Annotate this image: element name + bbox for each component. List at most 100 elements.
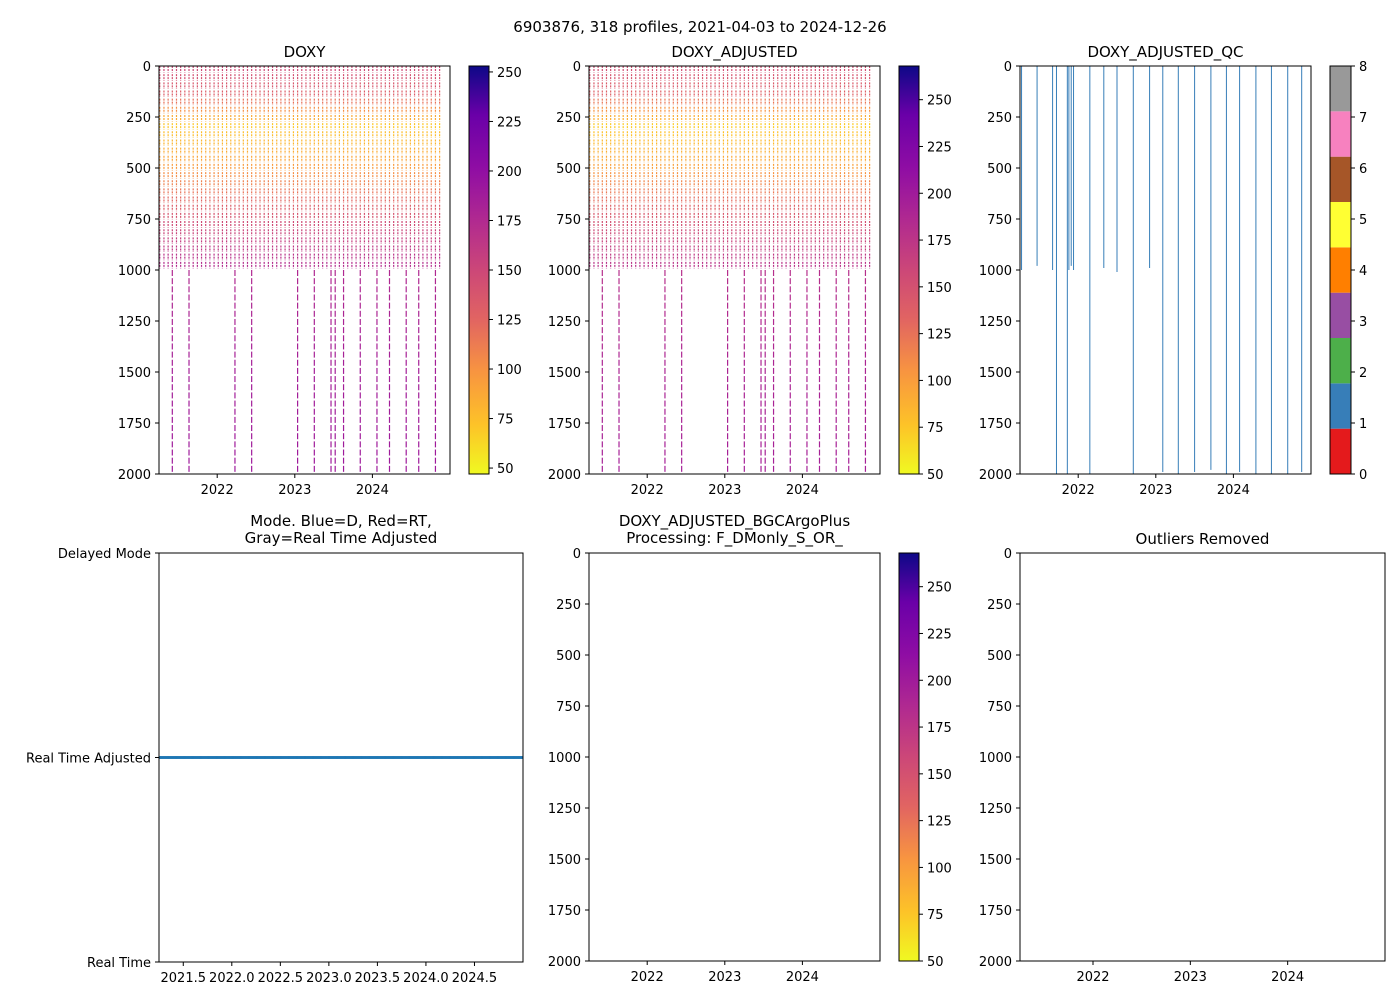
mode-point [276,756,279,759]
colorbar-tick-label: 250 [497,66,522,81]
colorbar-gradient [899,66,919,474]
mode-point [389,756,392,759]
mode-point [431,756,434,759]
mode-point [506,756,509,759]
mode-point [378,756,381,759]
chart-title: DOXY_ADJUSTED_BGCArgoPlus [619,512,850,531]
plot-area [1021,66,1303,474]
mode-point [340,756,343,759]
colorbar-class-0 [1330,428,1351,474]
mode-point [394,756,397,759]
mode-point [278,756,281,759]
mode-point [277,756,280,759]
mode-point [323,756,326,759]
y-tick-label: 1500 [118,366,151,381]
mode-point [182,756,185,759]
mode-point [166,756,169,759]
mode-point [420,756,423,759]
x-tick-label: 2024.5 [452,971,498,986]
mode-point [161,756,164,759]
x-tick-label: 2022 [631,483,664,498]
mode-point [405,756,408,759]
mode-point [227,756,230,759]
mode-point [465,756,468,759]
mode-point [497,756,500,759]
mode-point [180,756,183,759]
mode-point [209,756,212,759]
mode-point [359,756,362,759]
mode-point [289,756,292,759]
axes-frame [1019,552,1386,962]
mode-point [325,756,328,759]
mode-point [253,756,256,759]
mode-point [204,756,207,759]
mode-point [439,756,442,759]
y-category-label: Real Time [87,956,151,971]
mode-point [367,756,370,759]
colorbar-tick-label: 50 [927,955,944,970]
mode-point [455,756,458,759]
mode-point [217,756,220,759]
mode-point [312,756,315,759]
mode-point [363,756,366,759]
mode-point [449,756,452,759]
colorbar-frame [898,65,920,475]
colorbar-tick-label: 3 [1359,315,1367,330]
mode-point [328,756,331,759]
mode-point [426,756,429,759]
mode-point [245,756,248,759]
mode-point [414,756,417,759]
mode-point [251,756,254,759]
colorbar-tick-label: 75 [927,421,944,436]
chart-title: DOXY [284,43,327,61]
colorbar-tick-label: 5 [1359,213,1367,228]
mode-point [162,756,165,759]
mode-point [509,756,512,759]
mode-point [481,756,484,759]
x-tick-label: 2021.5 [161,971,207,986]
x-tick-label: 2024 [1217,483,1250,498]
mode-point [415,756,418,759]
mode-point [259,756,262,759]
mode-point [235,756,238,759]
mode-point [298,756,301,759]
mode-point [297,756,300,759]
colorbar-tick-label: 125 [497,314,522,329]
mode-point [398,756,401,759]
y-tick-label: 0 [573,60,581,75]
mode-point [222,756,225,759]
colorbar-tick-label: 250 [927,581,952,596]
y-tick-label: 500 [987,162,1012,177]
mode-point [306,756,309,759]
y-tick-label: 1000 [548,264,581,279]
mode-point [404,756,407,759]
y-tick-label: 0 [1004,60,1012,75]
mode-point [230,756,233,759]
colorbar-tick-label: 6 [1359,162,1367,177]
mode-point [375,756,378,759]
mode-point [285,756,288,759]
y-tick-label: 2000 [548,468,581,483]
chart-title-line2: Gray=Real Time Adjusted [245,529,438,547]
colorbar-tick-label: 4 [1359,264,1367,279]
chart-title: DOXY_ADJUSTED_QC [1087,43,1243,62]
mode-point [339,756,342,759]
y-tick-label: 1250 [979,802,1012,817]
mode-point [244,756,247,759]
mode-point [396,756,399,759]
mode-point [395,756,398,759]
mode-point [188,756,191,759]
mode-point [234,756,237,759]
colorbar-gradient [899,553,919,961]
mode-point [210,756,213,759]
colorbar-tick-label: 100 [927,861,952,876]
mode-point [275,756,278,759]
mode-point [391,756,394,759]
mode-point [268,756,271,759]
colorbar: 50 75 100 125 150 175 200 225 250 [898,552,952,970]
mode-point [433,756,436,759]
mode-point [356,756,359,759]
mode-point [427,756,430,759]
mode-point [387,756,390,759]
colorbar-gradient [469,66,489,474]
